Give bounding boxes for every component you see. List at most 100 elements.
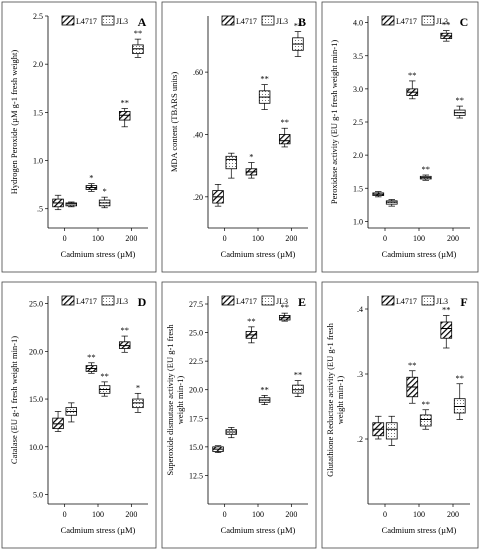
y-tick-label: 3.0: [353, 85, 363, 94]
x-tick-label: 200: [447, 510, 459, 519]
y-axis-title-line: MDA content (TBARS units): [169, 72, 179, 173]
y-tick-label: 15.0: [29, 395, 43, 404]
legend-label: JL3: [436, 17, 448, 26]
box-iqr: [278, 134, 291, 145]
y-tick-label: 5.0: [33, 490, 43, 499]
y-axis-title: MDA content (TBARS units): [169, 72, 179, 173]
panel-letter: D: [138, 295, 147, 309]
significance-marker: *: [89, 173, 93, 183]
x-tick-label: 0: [383, 234, 387, 243]
y-tick-label: .4: [357, 305, 363, 314]
y-axis-title-line: Glutathione Reductase activity (EU g-1 f…: [325, 322, 335, 476]
y-axis-title-line: Catalase (EU g-1 fresh weight min-1): [9, 336, 19, 464]
box-JL3-200: **: [453, 95, 466, 119]
box-L4717-0: [212, 445, 224, 453]
legend-swatch: [261, 15, 275, 26]
box-JL3-0: [65, 402, 78, 423]
y-tick-label: 2.5: [353, 118, 363, 127]
legend-label: L4717: [76, 17, 97, 26]
box-L4717-200: **: [118, 325, 131, 353]
significance-marker: *: [102, 186, 106, 196]
y-tick-label: 10.0: [29, 443, 43, 452]
legend-swatch: [101, 295, 115, 306]
significance-marker: **: [247, 316, 256, 326]
x-tick-label: 0: [223, 234, 227, 243]
significance-marker: **: [87, 352, 96, 362]
legend-swatch: [221, 15, 235, 26]
box-JL3-200: *: [132, 382, 144, 413]
y-axis-title: Glutathione Reductase activity (EU g-1 f…: [325, 322, 345, 476]
y-tick-label: .40: [193, 130, 203, 139]
box-iqr: [385, 422, 398, 440]
x-tick-label: 0: [63, 234, 67, 243]
significance-marker: **: [442, 20, 451, 30]
box-L4717-100: *: [85, 173, 98, 192]
x-tick-label: 100: [252, 234, 264, 243]
panel-D: 5.0 10.0 15.0 20.0 25.0 0 100 200 Cadmium stress…: [1, 281, 157, 549]
legend-label: L4717: [76, 297, 97, 306]
y-tick-label: 12.5: [189, 471, 203, 480]
box-JL3-100: **: [419, 164, 432, 181]
y-tick-label: 2.0: [33, 60, 43, 69]
panel-E: 12.5 15.0 17.5 20.0 22.5 25.0 27.5 0 100 200 Cadmi…: [161, 281, 317, 549]
box-JL3-0: [385, 199, 398, 207]
box-L4717-0: [52, 411, 64, 432]
x-tick-label: 200: [125, 510, 137, 519]
panel-F: .2 .3 .4 0 100 200 Cadmium stress (µM) Glutathi…: [321, 281, 479, 549]
y-axis-title: Peroxidase activity (EU g-1 fresh weight…: [329, 40, 339, 204]
box-L4717-200: **: [118, 98, 131, 128]
box-JL3-0: [65, 201, 78, 208]
panel-letter: E: [298, 295, 306, 309]
legend-label: L4717: [236, 17, 257, 26]
legend-label: L4717: [236, 297, 257, 306]
y-tick-label: 2.0: [353, 151, 363, 160]
box-iqr: [453, 398, 466, 414]
y-tick-label: .2: [357, 435, 363, 444]
significance-marker: **: [294, 370, 303, 380]
y-tick-label: 27.5: [189, 300, 203, 309]
box-L4717-200: **: [440, 305, 453, 349]
significance-marker: **: [294, 21, 303, 31]
x-tick-label: 0: [223, 510, 227, 519]
significance-marker: **: [134, 28, 143, 38]
box-L4717-100: **: [245, 316, 258, 344]
legend-swatch: [61, 15, 75, 26]
x-axis-title: Cadmium stress (µM): [61, 525, 136, 535]
legend-swatch: [421, 15, 435, 26]
y-tick-label: 1.5: [353, 184, 363, 193]
y-tick-label: 25.0: [189, 329, 203, 338]
significance-marker: **: [100, 371, 109, 381]
box-JL3-0: [225, 427, 238, 439]
y-tick-label: 1.5: [33, 108, 43, 117]
panel-frame: [161, 281, 317, 549]
panel-C: 1.0 1.5 2.0 2.5 3.0 3.5 4.0 0 100 200 Cadmium stre…: [321, 1, 479, 273]
box-JL3-200: **: [453, 373, 466, 420]
legend-swatch: [261, 295, 275, 306]
y-axis-title-line: weight min-1): [335, 376, 345, 425]
box-L4717-200: **: [278, 302, 291, 322]
y-tick-label: 4.0: [353, 19, 363, 28]
x-tick-label: 0: [383, 510, 387, 519]
legend-label: JL3: [116, 297, 128, 306]
legend-label: JL3: [276, 297, 288, 306]
legend-swatch: [221, 295, 235, 306]
significance-marker: **: [408, 70, 417, 80]
y-tick-label: .3: [357, 370, 363, 379]
x-tick-label: 100: [92, 234, 104, 243]
panel-letter: B: [298, 15, 306, 29]
y-tick-label: .20: [193, 193, 203, 202]
box-L4717-0: [212, 184, 224, 207]
box-L4717-100: **: [406, 360, 419, 404]
y-tick-label: 17.5: [189, 414, 203, 423]
box-L4717-0: [372, 415, 385, 440]
significance-marker: **: [421, 164, 430, 174]
y-tick-label: 22.5: [189, 357, 203, 366]
x-tick-label: 200: [285, 234, 297, 243]
x-tick-label: 100: [413, 234, 425, 243]
y-axis-title-line: Peroxidase activity (EU g-1 fresh weight…: [329, 40, 339, 204]
box-iqr: [225, 155, 238, 170]
y-tick-label: 20.0: [29, 347, 43, 356]
box-iqr: [292, 384, 304, 394]
box-iqr: [419, 414, 432, 427]
y-tick-label: .60: [193, 68, 203, 77]
